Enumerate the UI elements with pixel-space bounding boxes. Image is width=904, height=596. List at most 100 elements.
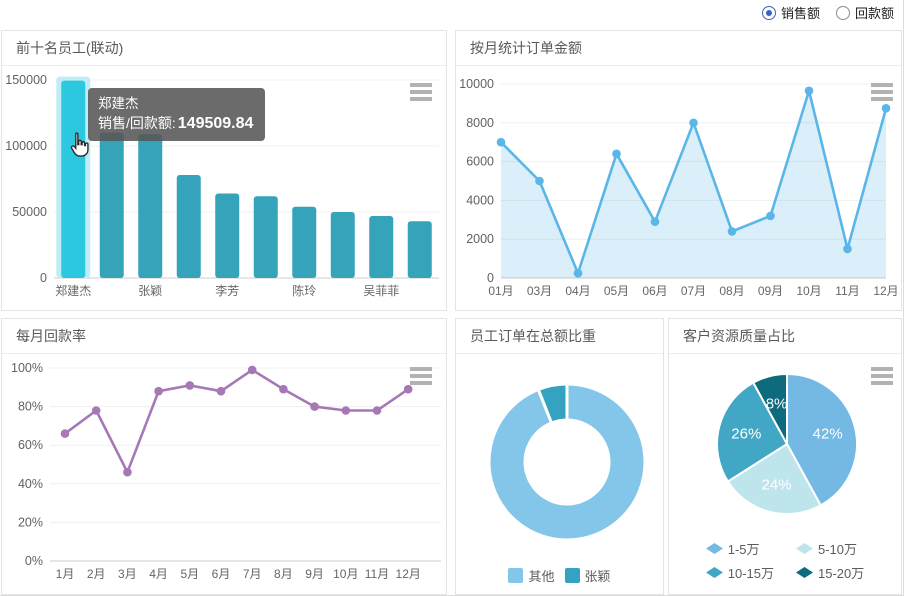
y-axis-label: 0% <box>25 554 43 568</box>
panel-title-order-share: 员工订单在总额比重 <box>456 319 663 354</box>
data-point[interactable] <box>185 381 195 390</box>
x-axis-label: 10月 <box>333 567 358 581</box>
pie-slice-label: 24% <box>762 477 792 494</box>
x-axis-label: 陈玲 <box>292 283 316 298</box>
data-point[interactable] <box>60 429 70 438</box>
x-axis-label: 09月 <box>758 284 783 298</box>
legend-label: 10-15万 <box>727 566 774 581</box>
bar[interactable] <box>292 206 317 278</box>
data-point[interactable] <box>612 149 621 159</box>
x-axis-label: 12月 <box>396 567 421 581</box>
y-axis-label: 50000 <box>12 205 47 219</box>
y-axis-label: 100% <box>11 361 43 375</box>
x-axis-label: 4月 <box>149 567 168 581</box>
bar[interactable] <box>369 216 394 278</box>
y-axis-label: 10000 <box>459 77 494 91</box>
donut-legend: 其他 张颖 <box>456 566 663 585</box>
pie-slice[interactable] <box>487 382 647 542</box>
x-axis-label: 01月 <box>488 284 513 298</box>
legend-label: 张颖 <box>584 569 611 584</box>
bar[interactable] <box>99 132 124 278</box>
pie-slice[interactable] <box>536 382 569 425</box>
pie-slice[interactable] <box>786 373 858 507</box>
legend-item-1-5[interactable]: 1-5万 <box>705 539 774 558</box>
data-point[interactable] <box>403 384 413 394</box>
y-axis-label: 2000 <box>466 232 494 246</box>
x-axis-label: 04月 <box>565 284 590 298</box>
legend-item-others[interactable]: 其他 <box>508 566 555 585</box>
legend-diamond-icon <box>796 543 813 554</box>
data-point[interactable] <box>154 386 163 396</box>
line-series <box>63 368 410 474</box>
legend-item-5-10[interactable]: 5-10万 <box>796 539 864 558</box>
legend-item-zhangying[interactable]: 张颖 <box>564 566 611 585</box>
toolbox-menu-icon[interactable] <box>871 83 893 101</box>
bar[interactable] <box>138 134 163 278</box>
bar-chart: 0 50000 100000 150000 郑建杰 张颖 李芳 陈玲 吴菲菲 <box>5 73 439 298</box>
data-point[interactable] <box>689 118 698 128</box>
pie-slice[interactable] <box>726 443 822 515</box>
bar[interactable] <box>176 175 201 278</box>
data-point[interactable] <box>341 406 351 415</box>
legend-item-15-20[interactable]: 15-20万 <box>796 563 864 582</box>
y-axis-label: 150000 <box>5 73 47 87</box>
data-point[interactable] <box>650 217 660 226</box>
bar[interactable] <box>253 196 278 278</box>
x-axis-label: 12月 <box>873 284 898 298</box>
data-point[interactable] <box>310 402 319 411</box>
data-point[interactable] <box>279 384 288 394</box>
pie-slice-label: 42% <box>813 426 843 443</box>
radio-option-sales[interactable]: 销售额 <box>761 3 820 22</box>
y-axis-label: 6000 <box>466 155 494 169</box>
data-point[interactable] <box>766 211 775 221</box>
y-axis-label: 0 <box>40 271 47 285</box>
legend-marker <box>564 568 580 583</box>
legend-diamond-icon <box>796 567 813 578</box>
pie-slice-label: 8% <box>766 395 788 412</box>
legend-label: 5-10万 <box>818 542 858 557</box>
legend-label: 其他 <box>528 569 555 584</box>
data-point[interactable] <box>881 104 891 113</box>
x-axis-label: 郑建杰 <box>55 283 91 298</box>
bar[interactable] <box>330 212 355 278</box>
data-point[interactable] <box>535 176 544 186</box>
legend-item-10-15[interactable]: 10-15万 <box>705 563 774 582</box>
bar[interactable] <box>61 80 86 278</box>
toolbox-menu-icon[interactable] <box>410 367 432 385</box>
radio-collection-label: 回款额 <box>854 6 894 21</box>
radio-sales-icon[interactable] <box>761 5 776 20</box>
y-axis-label: 80% <box>18 400 43 414</box>
legend-marker <box>508 568 524 583</box>
data-point[interactable] <box>727 227 737 236</box>
y-axis-label: 0 <box>487 271 494 285</box>
y-axis-label: 8000 <box>466 116 494 130</box>
toolbox-menu-icon[interactable] <box>410 83 432 101</box>
data-point[interactable] <box>216 386 226 396</box>
x-axis-label: 1月 <box>56 567 75 581</box>
x-axis-label: 10月 <box>796 284 821 298</box>
pie-slice[interactable] <box>752 373 788 445</box>
data-point[interactable] <box>843 244 852 254</box>
metric-radio-group: 销售额 回款额 <box>761 3 894 22</box>
data-point[interactable] <box>573 268 583 278</box>
data-point[interactable] <box>247 365 257 375</box>
toolbox-menu-icon[interactable] <box>871 367 893 385</box>
legend-diamond-icon <box>705 543 723 554</box>
x-axis-label: 11月 <box>835 284 859 298</box>
pie-slice[interactable] <box>716 381 788 483</box>
data-point[interactable] <box>804 86 814 96</box>
x-axis-label: 08月 <box>719 284 744 298</box>
bar[interactable] <box>407 221 432 278</box>
radio-option-collection[interactable]: 回款额 <box>835 3 894 22</box>
data-point[interactable] <box>91 406 101 415</box>
data-point[interactable] <box>372 406 382 415</box>
x-axis-label: 9月 <box>305 567 324 581</box>
y-axis-label: 40% <box>18 477 43 491</box>
data-point[interactable] <box>496 137 506 147</box>
radio-collection-icon[interactable] <box>835 5 850 20</box>
pie-slice-label: 26% <box>731 426 761 443</box>
area-fill <box>501 90 886 278</box>
bar[interactable] <box>215 193 240 279</box>
data-point[interactable] <box>123 467 132 477</box>
